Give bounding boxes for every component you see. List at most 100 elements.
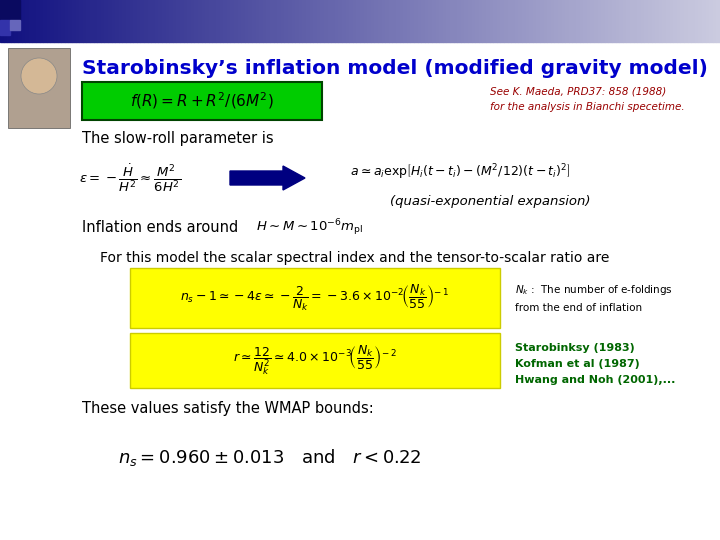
Bar <box>418 0 421 42</box>
Text: $N_k$ :  The number of e-foldings: $N_k$ : The number of e-foldings <box>515 283 673 297</box>
Bar <box>425 0 428 42</box>
Bar <box>115 0 119 42</box>
Bar <box>464 0 468 42</box>
Bar <box>475 0 479 42</box>
Bar <box>400 0 403 42</box>
Bar <box>328 0 331 42</box>
Bar <box>10 20 20 30</box>
Bar <box>529 0 533 42</box>
Bar <box>198 0 202 42</box>
Bar <box>378 0 382 42</box>
Bar <box>634 0 637 42</box>
Bar <box>292 0 295 42</box>
Bar <box>428 0 432 42</box>
Bar <box>446 0 450 42</box>
Bar <box>133 0 137 42</box>
Bar <box>547 0 551 42</box>
Bar <box>18 0 22 42</box>
Bar <box>706 0 709 42</box>
Bar <box>68 0 72 42</box>
Bar <box>626 0 630 42</box>
Bar <box>439 0 443 42</box>
Bar <box>698 0 702 42</box>
Bar <box>421 0 425 42</box>
Bar <box>436 0 439 42</box>
Text: Kofman et al (1987): Kofman et al (1987) <box>515 359 640 369</box>
Bar <box>587 0 590 42</box>
Bar <box>684 0 688 42</box>
Bar <box>666 0 670 42</box>
Bar <box>486 0 490 42</box>
Bar <box>187 0 191 42</box>
Bar <box>79 0 83 42</box>
Bar <box>324 0 328 42</box>
Bar <box>414 0 418 42</box>
Bar <box>540 0 544 42</box>
Bar <box>360 0 364 42</box>
Bar <box>637 0 641 42</box>
Text: for the analysis in Bianchi specetime.: for the analysis in Bianchi specetime. <box>490 102 685 112</box>
Bar <box>562 0 565 42</box>
Bar <box>644 0 648 42</box>
Text: from the end of inflation: from the end of inflation <box>515 303 642 313</box>
Bar <box>396 0 400 42</box>
Bar <box>148 0 151 42</box>
Bar <box>608 0 612 42</box>
Bar <box>583 0 587 42</box>
Bar <box>4 0 7 42</box>
Bar <box>454 0 457 42</box>
Bar <box>58 0 61 42</box>
Bar <box>677 0 680 42</box>
Bar <box>616 0 619 42</box>
FancyArrow shape <box>230 166 305 190</box>
Bar <box>335 0 338 42</box>
Text: (quasi-exponential expansion): (quasi-exponential expansion) <box>390 195 590 208</box>
Bar <box>702 0 706 42</box>
Bar <box>83 0 86 42</box>
Bar <box>655 0 659 42</box>
Bar <box>346 0 349 42</box>
Bar <box>461 0 464 42</box>
Bar <box>371 0 374 42</box>
Text: See K. Maeda, PRD37: 858 (1988): See K. Maeda, PRD37: 858 (1988) <box>490 86 666 96</box>
Bar <box>234 0 238 42</box>
Text: Starobinsky’s inflation model (modified gravity model): Starobinsky’s inflation model (modified … <box>82 58 708 78</box>
Bar <box>86 0 90 42</box>
Bar <box>619 0 623 42</box>
Bar <box>490 0 493 42</box>
Text: Inflation ends around: Inflation ends around <box>82 220 238 235</box>
Bar <box>338 0 342 42</box>
Bar <box>450 0 454 42</box>
Bar <box>295 0 299 42</box>
Bar <box>317 0 320 42</box>
Bar <box>468 0 472 42</box>
Bar <box>580 0 583 42</box>
Bar <box>576 0 580 42</box>
Bar <box>680 0 684 42</box>
Text: $\epsilon = -\dfrac{\dot{H}}{H^2} \approx \dfrac{M^2}{6H^2}$: $\epsilon = -\dfrac{\dot{H}}{H^2} \appro… <box>79 162 181 194</box>
Bar <box>0 0 20 20</box>
Bar <box>310 0 313 42</box>
Bar <box>61 0 65 42</box>
Bar <box>385 0 389 42</box>
Bar <box>36 0 40 42</box>
Bar <box>601 0 605 42</box>
Bar <box>695 0 698 42</box>
Bar <box>612 0 616 42</box>
Text: $a \simeq a_i \exp\!\left[H_i(t-t_i) - (M^2/12)(t-t_i)^2\right]$: $a \simeq a_i \exp\!\left[H_i(t-t_i) - (… <box>350 162 570 182</box>
Bar <box>0 0 4 42</box>
Bar <box>180 0 184 42</box>
Bar <box>605 0 608 42</box>
Bar <box>299 0 302 42</box>
Bar <box>709 0 713 42</box>
Bar <box>691 0 695 42</box>
Bar <box>241 0 245 42</box>
Bar <box>598 0 601 42</box>
Bar <box>281 0 284 42</box>
Bar <box>630 0 634 42</box>
Bar <box>212 0 216 42</box>
Bar <box>356 0 360 42</box>
Bar <box>32 0 36 42</box>
Bar <box>364 0 367 42</box>
Bar <box>515 0 518 42</box>
